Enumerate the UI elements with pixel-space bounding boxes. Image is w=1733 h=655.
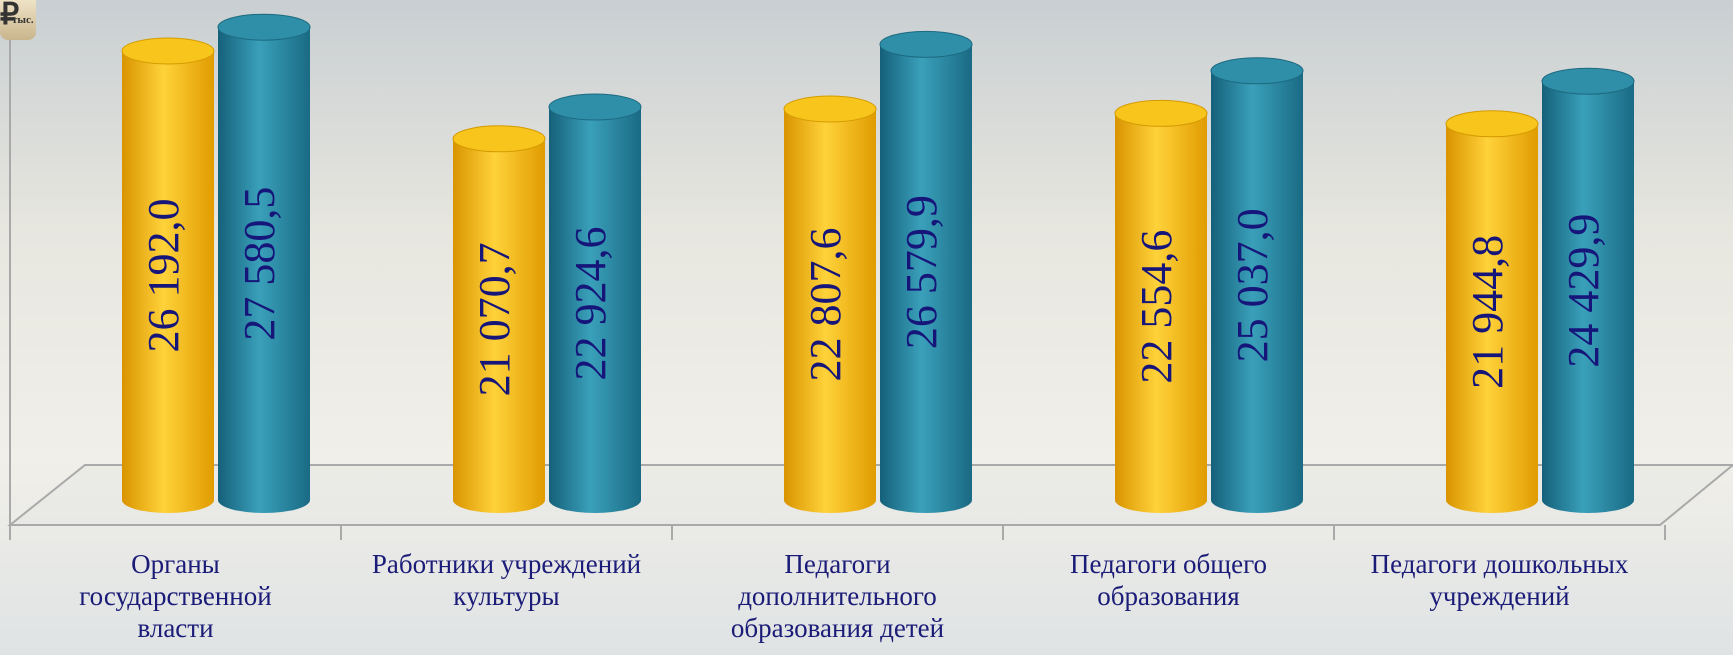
value-label: 21 070,7 [470,242,519,396]
category-label: Педагоги дополнительного образования дет… [730,549,945,643]
bar [549,107,641,513]
bar-top [1114,99,1208,127]
bar-top [1210,57,1304,85]
bar [122,50,214,513]
category-label: Работники учреждений культуры [371,549,642,611]
value-label: 21 944,8 [1463,235,1512,389]
bar-top [121,37,215,65]
bar-top [1541,67,1635,95]
unit-icon: ₽ тыс. [0,0,36,40]
value-label: 22 554,6 [1132,230,1181,384]
value-label: 22 807,6 [801,228,850,382]
value-label: 24 429,9 [1559,214,1608,368]
category-label: Педагоги дошкольных учреждений [1370,549,1629,611]
value-label: 26 579,9 [897,195,946,349]
bar [880,44,972,513]
bar-top [783,95,877,123]
value-label: 27 580,5 [235,187,284,341]
category-label: Педагоги общего образования [1070,549,1267,611]
value-label: 25 037,0 [1228,208,1277,362]
category-label: Органы государственной власти [79,549,272,643]
bar [1542,81,1634,513]
bar [1115,113,1207,513]
bar-top [217,13,311,41]
bar-top [1445,110,1539,138]
bar [1211,70,1303,514]
value-label: 22 924,6 [566,227,615,381]
bar [784,109,876,513]
bar-top [548,93,642,121]
bar [218,27,310,513]
bar [453,138,545,513]
bar-top [452,125,546,153]
bar [1446,123,1538,513]
currency-symbol: ₽ [0,0,20,31]
bar-top [879,30,973,58]
unit-label: тыс. [12,14,34,26]
value-label: 26 192,0 [139,198,188,352]
